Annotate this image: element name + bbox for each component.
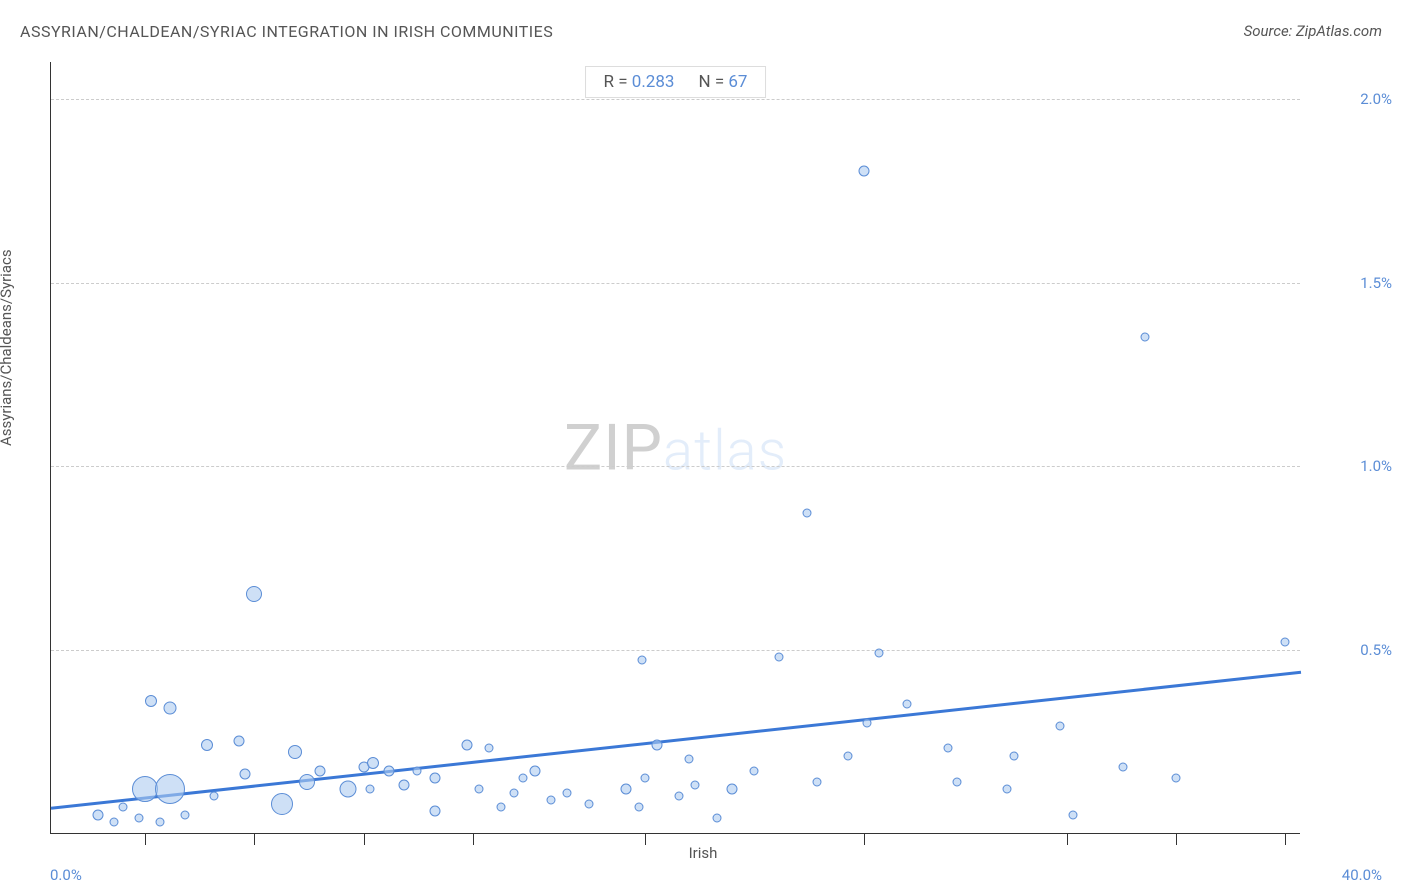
- data-point: [750, 766, 759, 775]
- data-point: [621, 783, 632, 794]
- data-point: [246, 586, 262, 602]
- data-point: [675, 792, 684, 801]
- data-point: [1056, 722, 1065, 731]
- data-point: [1003, 784, 1012, 793]
- data-point: [812, 777, 821, 786]
- data-point: [843, 751, 852, 760]
- data-point: [339, 780, 356, 797]
- data-point: [209, 792, 218, 801]
- data-point: [239, 769, 250, 780]
- data-point: [690, 781, 699, 790]
- x-axis-max-label: 40.0%: [1342, 866, 1382, 884]
- data-point: [314, 765, 325, 776]
- data-point: [1009, 751, 1018, 760]
- data-point: [875, 648, 884, 657]
- data-point: [412, 766, 421, 775]
- data-point: [92, 809, 103, 820]
- trendline-layer: [51, 62, 1301, 834]
- data-point: [430, 805, 441, 816]
- data-point: [953, 777, 962, 786]
- data-point: [201, 739, 213, 751]
- source-attribution: Source: ZipAtlas.com: [1244, 22, 1382, 40]
- y-tick-label: 2.0%: [1312, 90, 1392, 108]
- data-point: [155, 774, 185, 804]
- gridline: [51, 99, 1300, 100]
- data-point: [484, 744, 493, 753]
- data-point: [271, 793, 293, 815]
- data-point: [862, 718, 871, 727]
- data-point: [1068, 810, 1077, 819]
- data-point: [461, 739, 472, 750]
- data-point: [858, 166, 869, 177]
- chart-container: ASSYRIAN/CHALDEAN/SYRIAC INTEGRATION IN …: [0, 0, 1406, 892]
- data-point: [640, 773, 649, 782]
- data-point: [475, 784, 484, 793]
- plot-area: ZIPatlas R = 0.283 N = 67 0.5%1.0%1.5%2.…: [50, 62, 1300, 834]
- y-axis-label: Assyrians/Chaldeans/Syriacs: [0, 249, 15, 446]
- data-point: [156, 817, 165, 826]
- gridline: [51, 650, 1300, 651]
- data-point: [518, 773, 527, 782]
- data-point: [803, 509, 812, 518]
- x-axis-label: Irish: [0, 844, 1406, 862]
- data-point: [399, 780, 410, 791]
- data-point: [233, 736, 244, 747]
- data-point: [145, 695, 157, 707]
- y-tick-label: 0.5%: [1312, 641, 1392, 659]
- data-point: [1172, 773, 1181, 782]
- data-point: [365, 784, 374, 793]
- data-point: [775, 652, 784, 661]
- data-point: [634, 803, 643, 812]
- data-point: [1118, 762, 1127, 771]
- data-point: [637, 656, 646, 665]
- data-point: [684, 755, 693, 764]
- data-point: [181, 810, 190, 819]
- x-axis-min-label: 0.0%: [50, 866, 82, 884]
- data-point: [547, 795, 556, 804]
- data-point: [299, 774, 315, 790]
- chart-title: ASSYRIAN/CHALDEAN/SYRIAC INTEGRATION IN …: [20, 22, 553, 41]
- data-point: [118, 803, 127, 812]
- data-point: [509, 788, 518, 797]
- y-tick-label: 1.5%: [1312, 274, 1392, 292]
- gridline: [51, 283, 1300, 284]
- data-point: [367, 757, 379, 769]
- data-point: [727, 783, 738, 794]
- y-tick-label: 1.0%: [1312, 457, 1392, 475]
- data-point: [903, 700, 912, 709]
- data-point: [712, 814, 721, 823]
- data-point: [652, 739, 663, 750]
- data-point: [497, 803, 506, 812]
- data-point: [109, 817, 118, 826]
- data-point: [288, 745, 302, 759]
- data-point: [1140, 332, 1149, 341]
- data-point: [430, 772, 441, 783]
- data-point: [943, 744, 952, 753]
- data-point: [562, 788, 571, 797]
- gridline: [51, 466, 1300, 467]
- data-point: [383, 765, 394, 776]
- data-point: [530, 765, 541, 776]
- data-point: [134, 814, 143, 823]
- data-point: [1281, 637, 1290, 646]
- data-point: [584, 799, 593, 808]
- data-point: [163, 702, 176, 715]
